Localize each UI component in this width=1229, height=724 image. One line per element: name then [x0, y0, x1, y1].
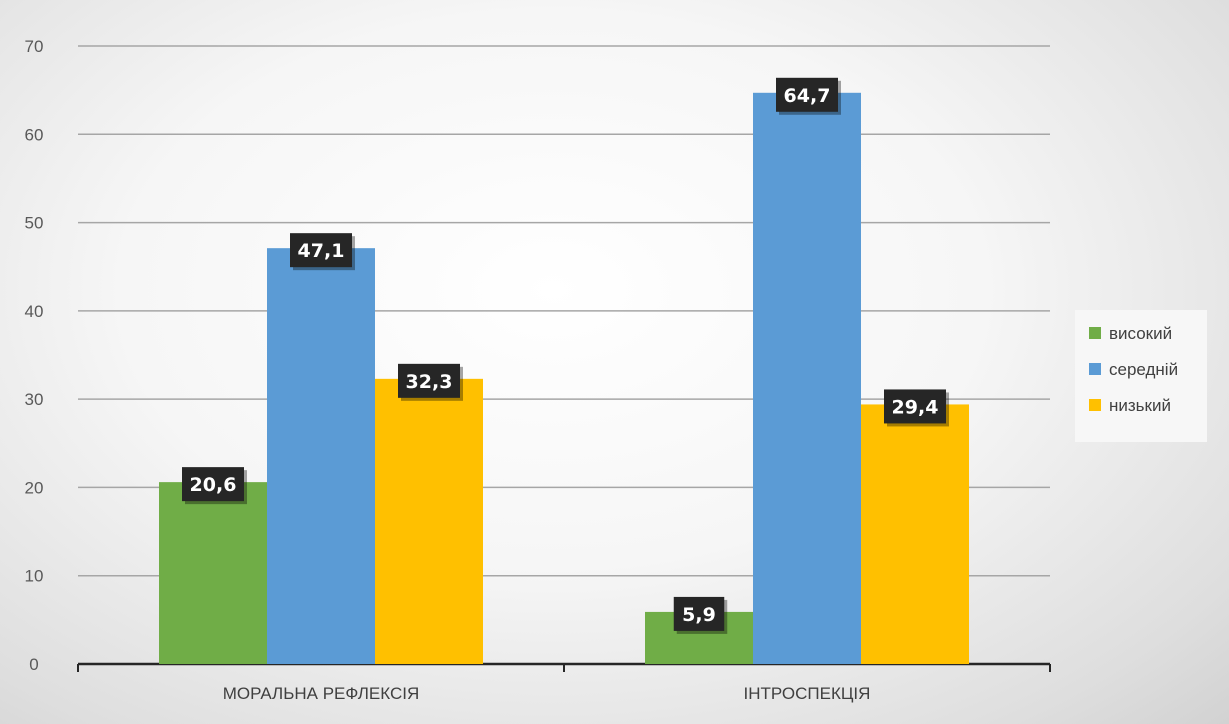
legend-label: середній: [1109, 360, 1178, 379]
data-label-value: 47,1: [298, 240, 345, 262]
data-label-value: 5,9: [682, 604, 716, 626]
x-category-label: МОРАЛЬНА РЕФЛЕКСІЯ: [223, 684, 419, 703]
y-tick-label: 50: [25, 214, 44, 233]
y-tick-label: 60: [25, 125, 44, 144]
data-label-box: [673, 596, 725, 631]
legend-label: високий: [1109, 324, 1172, 343]
bars: [159, 92, 969, 664]
data-label-value: 29,4: [892, 396, 939, 418]
data-label-value: 64,7: [784, 85, 831, 107]
data-label-box: [398, 363, 460, 398]
bar-середній: [753, 92, 861, 664]
y-tick-label: 0: [29, 655, 38, 674]
bar-високий: [159, 482, 267, 664]
data-label: 5,9: [673, 596, 728, 634]
data-label-box: [776, 77, 838, 112]
data-labels: 20,6 47,1 32,3 5,9 64,7 29,4: [182, 77, 949, 634]
bar-середній: [267, 248, 375, 664]
y-tick-label: 70: [25, 37, 44, 56]
y-tick-label: 10: [25, 567, 44, 586]
data-label: 29,4: [884, 389, 949, 427]
data-label: 20,6: [182, 467, 247, 505]
y-tick-label: 20: [25, 478, 44, 497]
legend-swatch: [1089, 327, 1101, 339]
x-category-label: ІНТРОСПЕКЦІЯ: [744, 684, 871, 703]
legend-swatch: [1089, 399, 1101, 411]
data-label-box: [884, 389, 946, 424]
data-label-box: [182, 467, 244, 502]
data-label-value: 20,6: [190, 474, 237, 496]
legend-swatch: [1089, 363, 1101, 375]
y-tick-label: 30: [25, 390, 44, 409]
data-label: 47,1: [290, 233, 355, 271]
legend-label: низький: [1109, 396, 1171, 415]
data-label-box: [290, 233, 352, 268]
y-tick-label: 40: [25, 302, 44, 321]
bar-низький: [861, 404, 969, 664]
bar-низький: [375, 378, 483, 664]
data-label: 32,3: [398, 363, 463, 401]
axes: 0 10 20 30 40 50 60 70 МОРАЛЬНА РЕФЛЕКСІЯ ІНТРОСП…: [25, 37, 1051, 703]
legend: високий середній низький: [1075, 310, 1207, 442]
data-label-value: 32,3: [406, 371, 453, 393]
data-label: 64,7: [776, 77, 841, 115]
